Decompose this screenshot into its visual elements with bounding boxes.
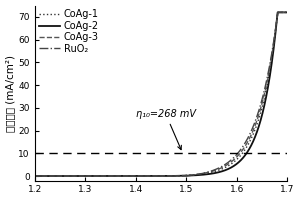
CoAg-2 (46, 175, 50, 177)
RuO₂ (154, 175, 157, 177)
CoAg-1 (288, 11, 292, 14)
CoAg-3 (33, 175, 37, 177)
Line: CoAg-2: CoAg-2 (35, 12, 297, 176)
CoAg-1 (240, 153, 243, 156)
CoAg-3 (240, 150, 243, 153)
CoAg-2 (240, 158, 243, 161)
CoAg-2 (288, 11, 292, 14)
RuO₂ (276, 11, 280, 14)
CoAg-3 (288, 11, 292, 14)
RuO₂ (296, 11, 299, 14)
CoAg-3 (288, 11, 292, 14)
RuO₂ (33, 175, 37, 177)
CoAg-1 (276, 11, 280, 14)
CoAg-1 (33, 175, 37, 177)
RuO₂ (288, 11, 292, 14)
RuO₂ (160, 175, 164, 177)
CoAg-2 (296, 11, 299, 14)
CoAg-3 (296, 11, 299, 14)
CoAg-1 (154, 175, 157, 177)
CoAg-2 (276, 11, 279, 14)
CoAg-1 (296, 11, 299, 14)
CoAg-2 (154, 175, 157, 177)
Line: RuO₂: RuO₂ (35, 12, 297, 176)
Y-axis label: 电流密度 (mA/cm²): 电流密度 (mA/cm²) (6, 55, 16, 132)
CoAg-1 (160, 175, 164, 177)
CoAg-2 (33, 175, 37, 177)
Text: η₁₀=268 mV: η₁₀=268 mV (136, 109, 196, 150)
RuO₂ (288, 11, 292, 14)
Legend: CoAg-1, CoAg-2, CoAg-3, RuO₂: CoAg-1, CoAg-2, CoAg-3, RuO₂ (37, 7, 101, 56)
CoAg-3 (160, 175, 164, 177)
CoAg-3 (154, 175, 157, 177)
CoAg-1 (288, 11, 292, 14)
RuO₂ (46, 175, 50, 177)
RuO₂ (240, 147, 243, 150)
CoAg-3 (46, 175, 50, 177)
CoAg-3 (276, 11, 280, 14)
Line: CoAg-1: CoAg-1 (35, 12, 297, 176)
CoAg-2 (160, 175, 164, 177)
CoAg-2 (288, 11, 292, 14)
Line: CoAg-3: CoAg-3 (35, 12, 297, 176)
CoAg-1 (46, 175, 50, 177)
